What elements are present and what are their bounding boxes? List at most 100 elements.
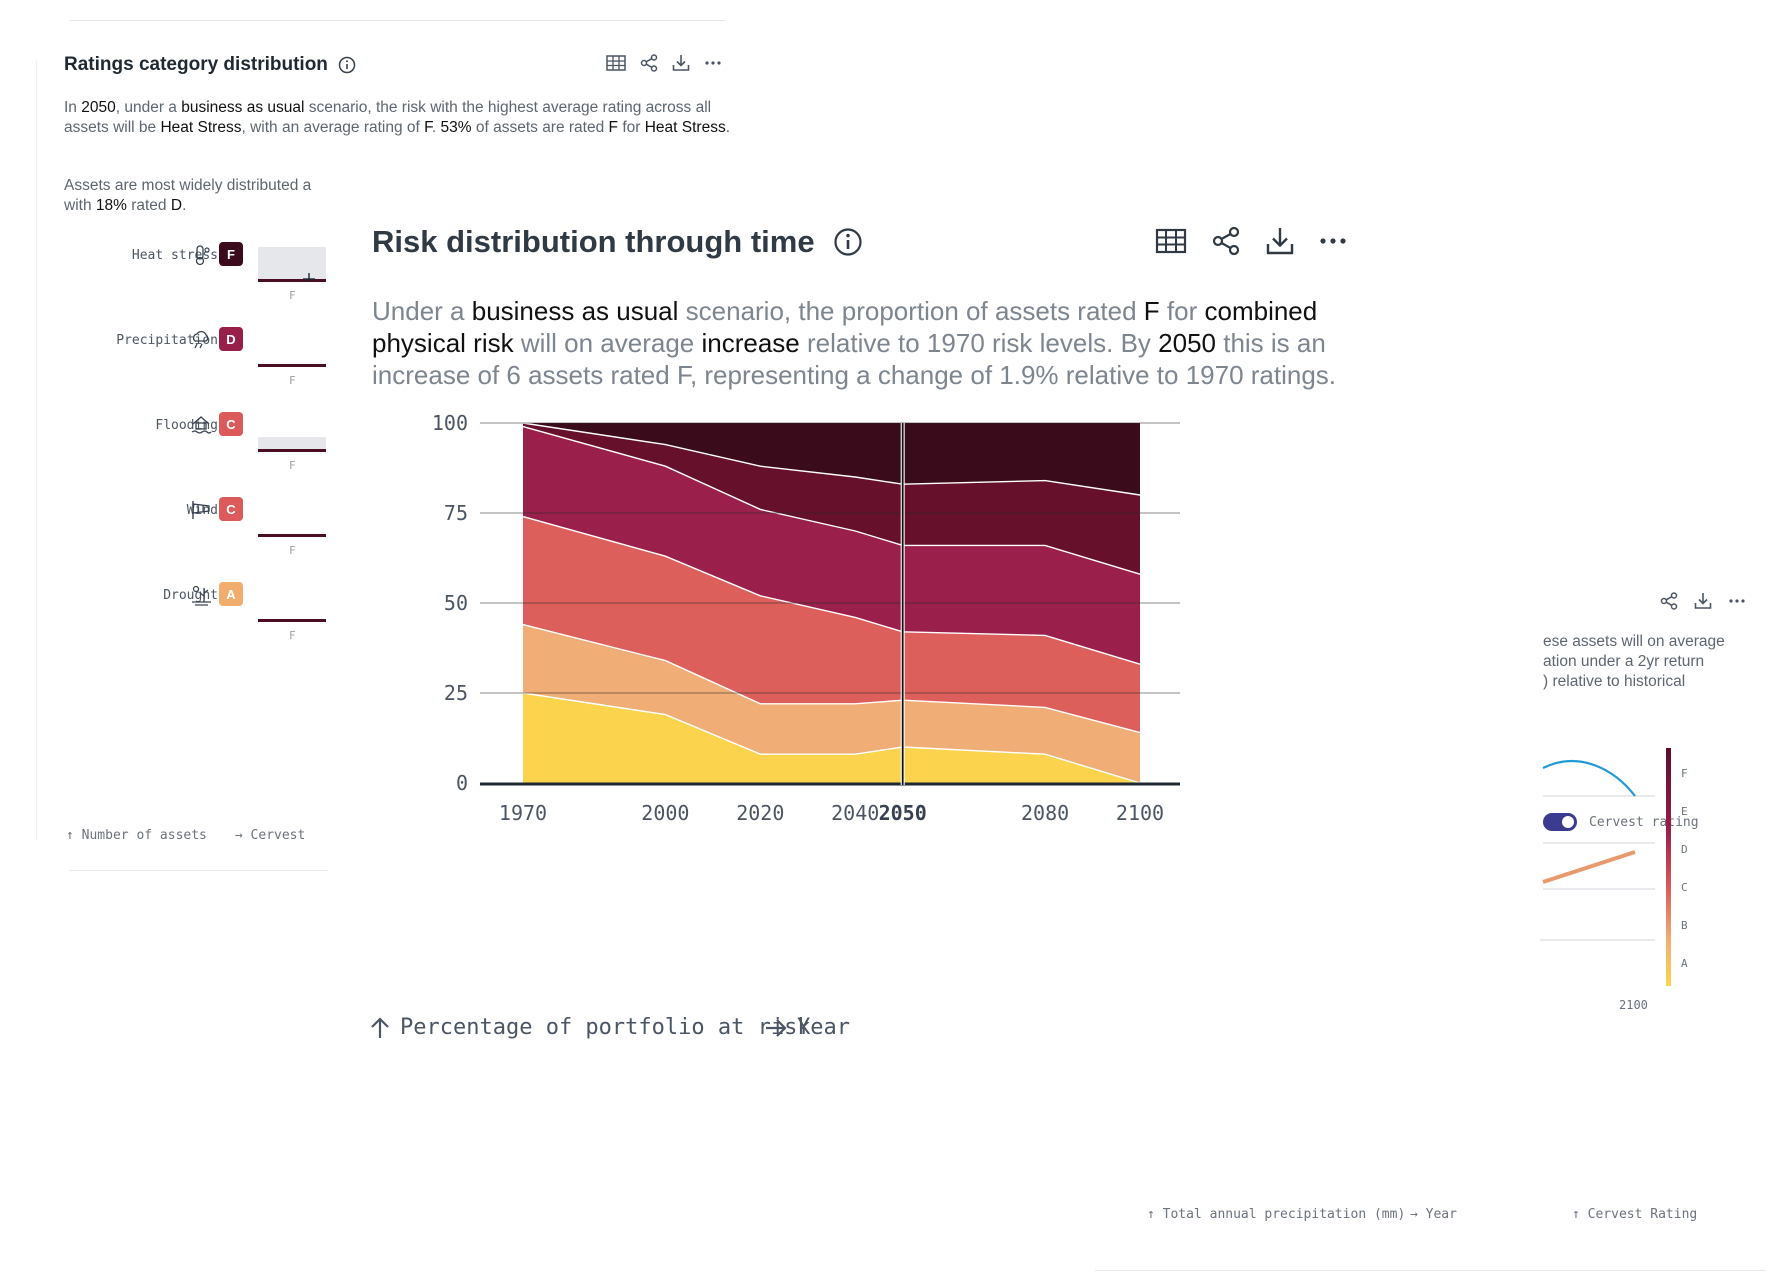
x-tick-label: 2050 (879, 801, 927, 825)
summary-text: ese assets will on average ation under a… (1543, 633, 1725, 690)
distribution-bar (258, 247, 326, 282)
series-boundary-line (522, 425, 1141, 575)
rating-badge: C (219, 412, 243, 436)
body-text: of assets are rated (471, 119, 609, 136)
divider (36, 60, 37, 840)
thermometer-icon (195, 245, 210, 266)
series-boundary-line (522, 692, 1141, 784)
area-series-E (523, 423, 1140, 575)
card-toolbar (1660, 592, 1746, 610)
ratings-category-card: Ratings category distribution In 2050, u… (36, 20, 736, 880)
summary-text: In 2050, under a business as usual scena… (64, 98, 734, 138)
area-series-F (523, 423, 1140, 495)
share-icon[interactable] (640, 54, 658, 72)
x-tick-label: 2100 (1619, 998, 1648, 1012)
hazard-label: Precipitation (116, 333, 218, 348)
rating-scale-label: E (1681, 805, 1688, 818)
rating-scale-label: F (1681, 767, 1688, 780)
card-title: Risk distribution through time (372, 224, 863, 260)
x-axis-caption: → Year (1410, 1207, 1457, 1222)
y-tick-label: 0 (456, 771, 468, 795)
series-boundary-line (522, 515, 1141, 665)
y-axis-caption-text: Total annual precipitation (mm) (1162, 1207, 1406, 1222)
emphasis-text: Heat Stress (644, 119, 726, 136)
body-text: for (1159, 296, 1205, 326)
rain-cloud-icon (192, 330, 209, 349)
share-icon[interactable] (1660, 592, 1678, 610)
emphasis-text: combined physical risk (372, 296, 1318, 358)
body-text: for (618, 119, 645, 136)
more-options-icon[interactable] (1728, 592, 1746, 610)
x-axis-caption-text: Year (1425, 1207, 1457, 1222)
body-text: scenario, the risk with the highest aver… (64, 99, 712, 136)
more-options-icon[interactable] (1319, 227, 1347, 255)
drought-icon (192, 585, 211, 606)
hazard-row: Precipitation D F (36, 321, 336, 387)
emphasis-text: 53% (440, 119, 472, 136)
y-tick-label: 50 (444, 591, 468, 615)
y-axis-caption: ↑ Number of assets (66, 828, 207, 843)
rating-scale-label: B (1681, 919, 1688, 932)
body-text: with (64, 197, 92, 214)
area-series-C (523, 516, 1140, 733)
body-text: relative to 1970 risk levels. By (799, 328, 1159, 358)
download-icon[interactable] (1265, 226, 1295, 256)
rating-badge: C (219, 497, 243, 521)
precipitation-card: ese assets will on average ation under a… (1080, 570, 1780, 1275)
arrow-up-icon (371, 1016, 389, 1038)
emphasis-text: 2050 (1158, 328, 1216, 358)
rating-badge: A (219, 582, 243, 606)
bar-tick-label: F (289, 629, 296, 642)
x-tick-label: 2020 (736, 801, 784, 825)
divider (1095, 1270, 1765, 1271)
precipitation-line (1542, 760, 1636, 797)
table-icon[interactable] (1155, 228, 1187, 254)
y-tick-label: 100 (432, 411, 468, 435)
x-tick-label: 1970 (499, 801, 547, 825)
bar-tick-label: F (289, 289, 296, 302)
rating-axis-caption: ↑ Cervest Rating (1572, 1207, 1698, 1222)
area-series-D (523, 426, 1140, 665)
divider (70, 870, 328, 871)
table-icon[interactable] (606, 55, 626, 71)
body-text: rated (126, 197, 171, 214)
hazard-row: Wind C F (36, 491, 336, 557)
rating-toggle[interactable]: Cervest rating (1543, 813, 1699, 831)
x-axis-caption-text: Year (797, 1015, 850, 1040)
body-text: , under a (115, 99, 182, 116)
body-text: . (431, 119, 441, 136)
download-icon[interactable] (1694, 592, 1712, 610)
emphasis-text: F (1143, 296, 1160, 326)
x-axis-caption: Year (765, 1015, 850, 1040)
bar-tick-label: F (289, 374, 296, 387)
toggle-switch[interactable] (1543, 813, 1577, 831)
info-icon[interactable] (833, 227, 863, 257)
stacked-area-chart: 0 25 50 75 100 1970 2000 2020 2040 2050 2080 2100 (432, 411, 1180, 825)
share-icon[interactable] (1211, 226, 1241, 256)
distribution-bar (258, 534, 326, 537)
emphasis-text: 18% (95, 197, 127, 214)
bar-tick-label: F (289, 544, 296, 557)
axis-footer: ↑ Number of assets → Cervest (66, 828, 305, 843)
y-axis-caption-text: Percentage of portfolio at risk (400, 1015, 811, 1040)
body-text: , with an average rating of (241, 119, 425, 136)
download-icon[interactable] (672, 54, 690, 72)
emphasis-text: 2050 (81, 99, 116, 116)
hazard-row: Heat stress F F (36, 236, 336, 302)
body-text: . (725, 119, 731, 136)
flood-house-icon (191, 416, 212, 434)
rating-badge: F (219, 242, 243, 266)
info-icon[interactable] (338, 56, 356, 74)
summary-text: Under a business as usual scenario, the … (372, 295, 1372, 391)
rating-axis-caption-text: Cervest Rating (1587, 1207, 1698, 1222)
emphasis-text: increase (701, 328, 800, 358)
more-options-icon[interactable] (704, 54, 722, 72)
distribution-text: Assets are most widely distributed a wit… (64, 176, 734, 216)
area-series-A (523, 693, 1140, 783)
body-text: In (64, 99, 82, 116)
emphasis-text: F (424, 119, 432, 136)
rating-scale-label: C (1681, 881, 1688, 894)
divider (70, 20, 726, 21)
card-title-text: Risk distribution through time (372, 224, 815, 259)
rating-scale-labels: F E D C B A (1681, 767, 1688, 970)
